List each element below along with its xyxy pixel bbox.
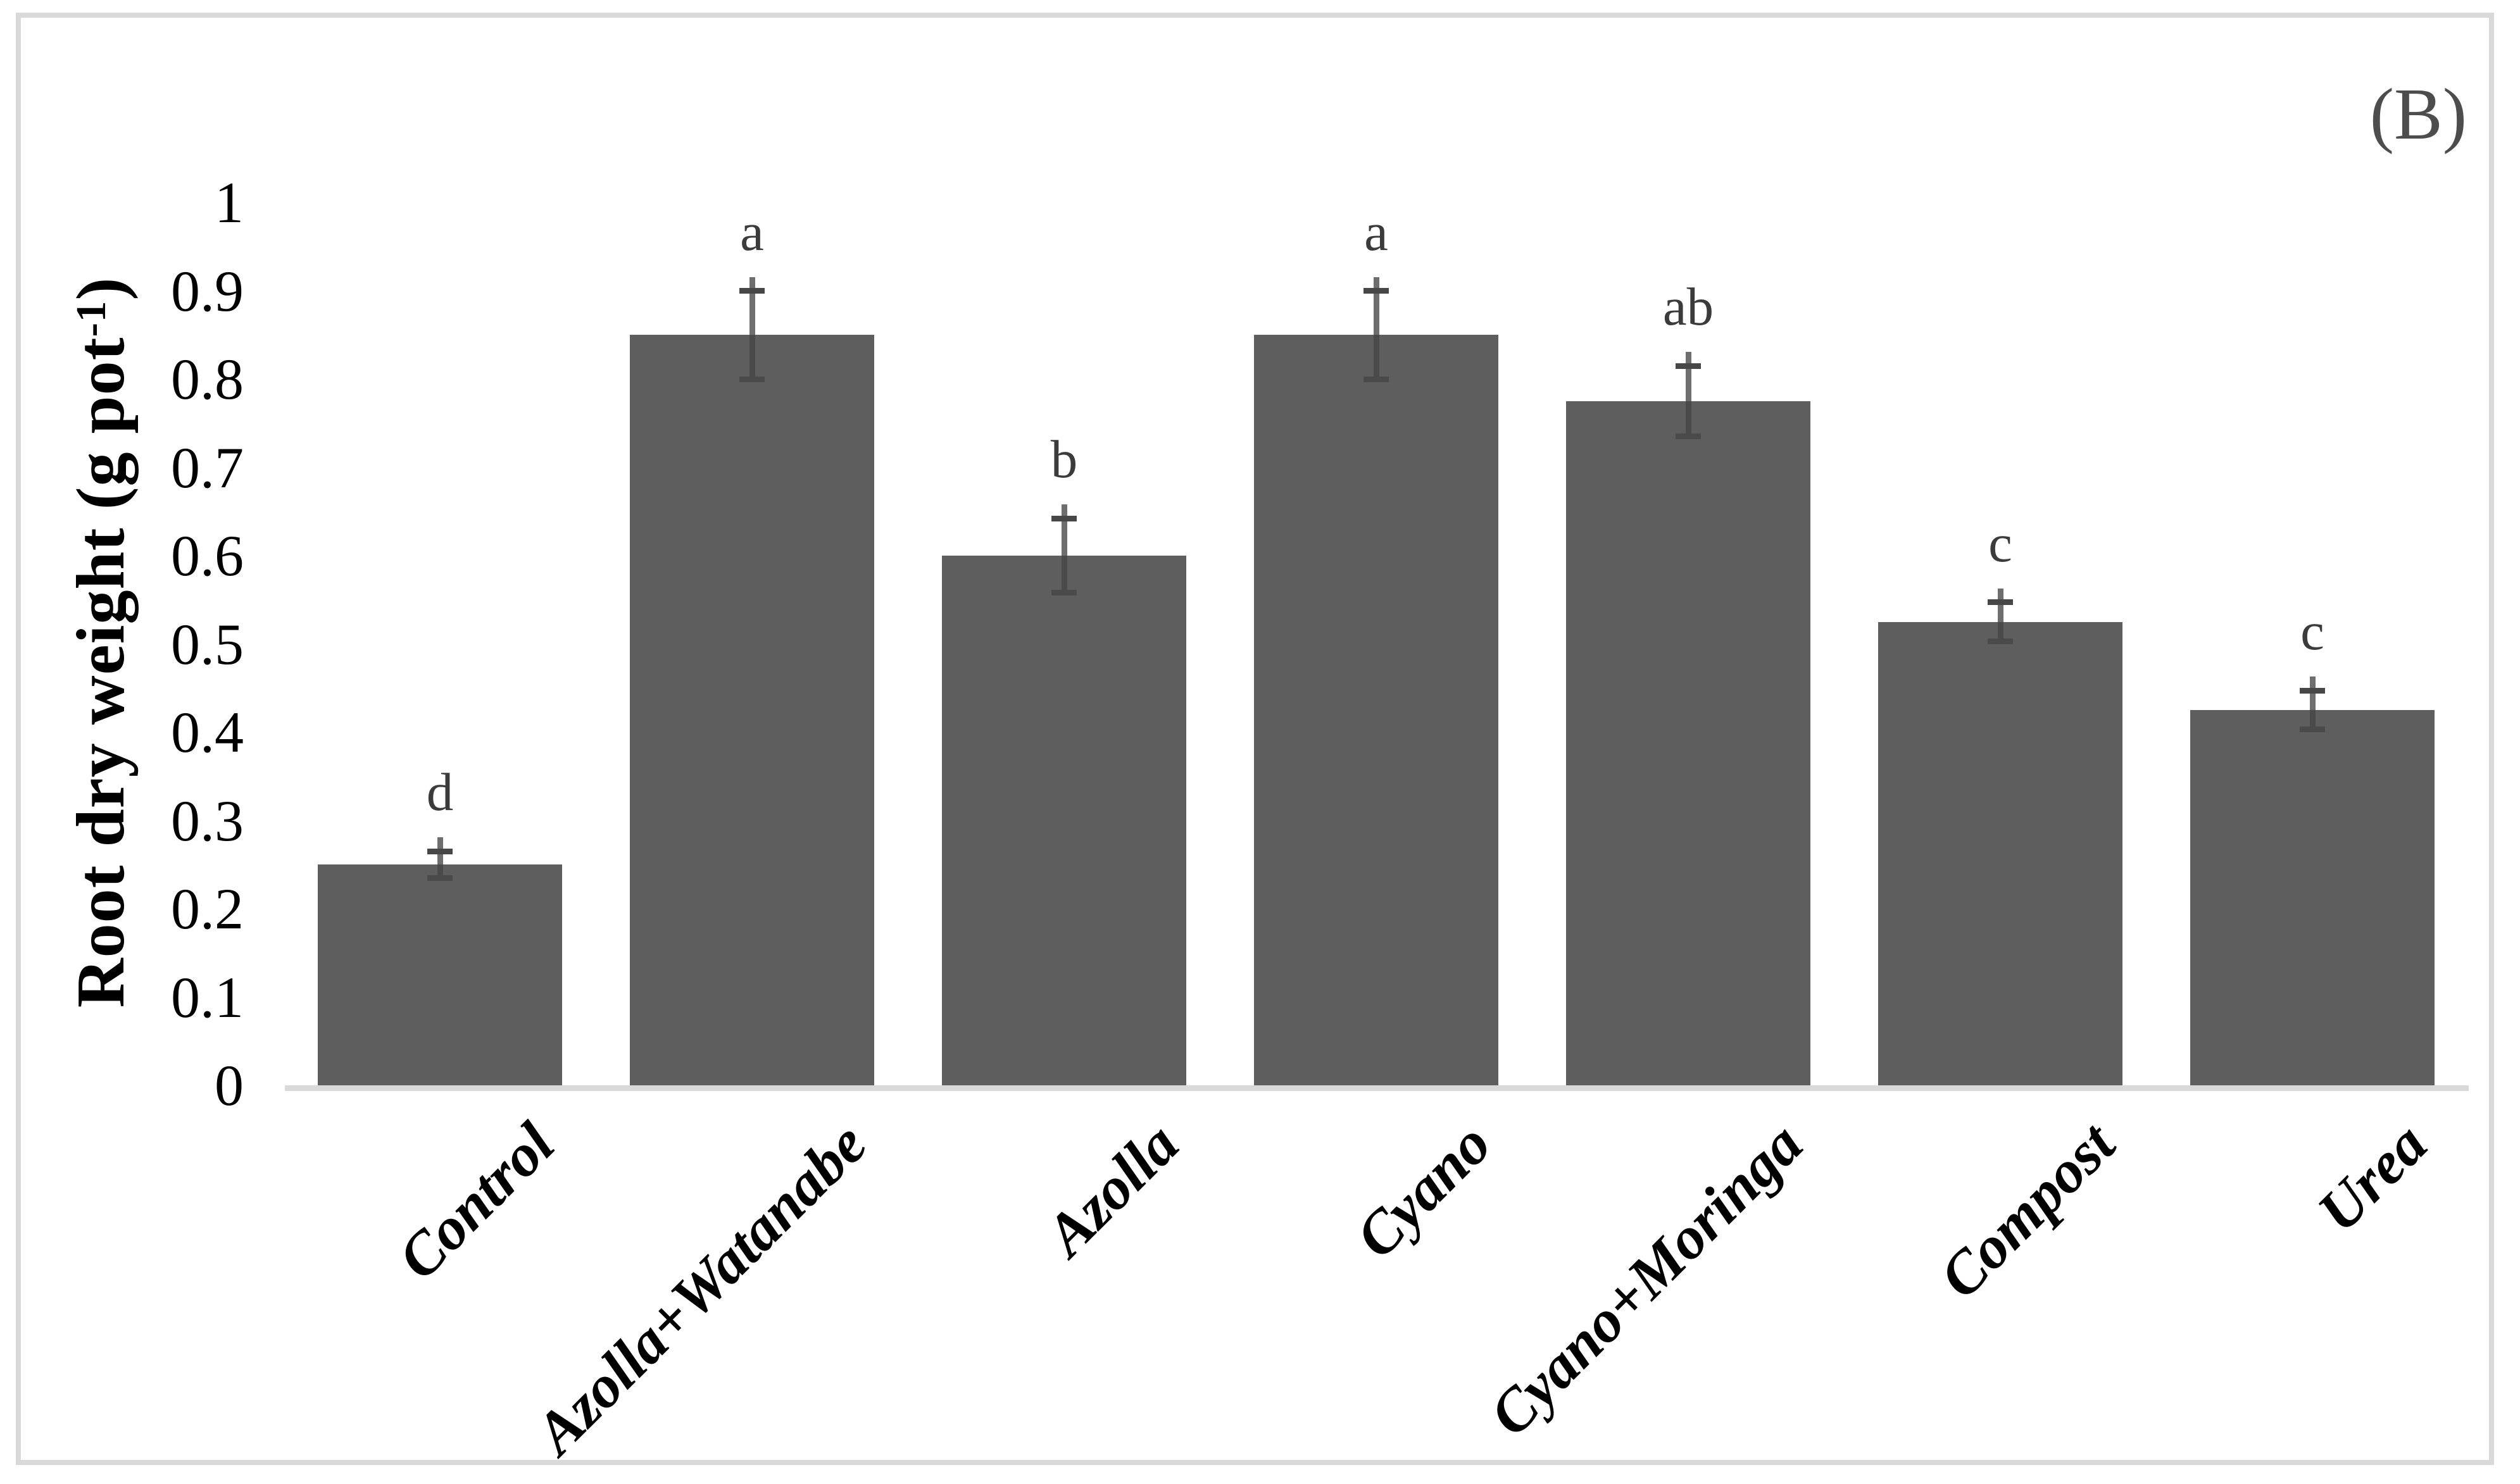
y-tick-label-0: 0: [215, 1053, 244, 1118]
error-bar-top-cap: [1363, 288, 1389, 294]
error-bar-whisker-lower: [1997, 621, 2003, 642]
error-bar-whisker: [1373, 277, 1379, 335]
y-tick-label-0.8: 0.8: [171, 347, 244, 411]
y-tick-label-0.9: 0.9: [171, 258, 244, 323]
error-bar-whisker: [1061, 504, 1067, 556]
error-bar-bottom-cap: [739, 376, 765, 382]
bar-cyano-moringa: [1566, 401, 1810, 1085]
figure-border: [16, 13, 2494, 1465]
error-bar-bottom-cap: [1676, 433, 1701, 440]
bar-azolla: [942, 556, 1186, 1085]
y-axis-title-text: Root dry weight (g pot: [63, 337, 139, 1008]
significance-letter-d: d: [426, 763, 454, 823]
y-axis-title: Root dry weight (g pot-1): [62, 277, 141, 1008]
y-tick-label-1: 1: [215, 170, 244, 235]
significance-letter-c: c: [1988, 513, 2012, 573]
significance-letter-b: b: [1050, 430, 1078, 490]
significance-letter-a: a: [1364, 202, 1388, 262]
x-axis-line: [285, 1085, 2469, 1091]
bar-azolla-watanabe: [630, 335, 874, 1085]
error-bar-whisker-lower: [2309, 710, 2316, 730]
error-bar-whisker-lower: [1373, 335, 1379, 379]
y-tick-label-0.1: 0.1: [171, 964, 244, 1030]
error-bar-whisker-lower: [1061, 556, 1067, 593]
y-tick-label-0.7: 0.7: [171, 435, 244, 500]
error-bar-bottom-cap: [1363, 376, 1389, 382]
error-bar-top-cap: [1988, 599, 2013, 606]
bar-compost: [1878, 621, 2122, 1085]
bar-cyano: [1254, 335, 1498, 1085]
error-bar-top-cap: [2300, 687, 2325, 694]
error-bar-bottom-cap: [1051, 590, 1077, 596]
y-tick-label-0.2: 0.2: [171, 876, 244, 941]
significance-letter-c: c: [2300, 602, 2324, 662]
y-tick-label-0.5: 0.5: [171, 611, 244, 677]
y-tick-label-0.6: 0.6: [171, 523, 244, 588]
bar-urea: [2190, 710, 2435, 1085]
error-bar-top-cap: [1051, 515, 1077, 521]
significance-letter-ab: ab: [1662, 277, 1714, 337]
error-bar-whisker-lower: [749, 335, 755, 379]
error-bar-whisker: [1685, 352, 1691, 401]
y-axis-title-close: ): [63, 277, 139, 301]
error-bar-top-cap: [427, 848, 453, 854]
error-bar-whisker: [749, 277, 755, 335]
y-axis-title-superscript: -1: [67, 300, 115, 337]
error-bar-top-cap: [739, 288, 765, 294]
y-tick-label-0.4: 0.4: [171, 700, 244, 764]
error-bar-bottom-cap: [427, 875, 453, 881]
significance-letter-a: a: [740, 202, 764, 262]
error-bar-bottom-cap: [2300, 726, 2325, 733]
y-tick-label-0.3: 0.3: [171, 788, 244, 853]
error-bar-whisker-lower: [437, 864, 443, 878]
panel-label: (B): [2369, 74, 2467, 154]
bar-control: [318, 864, 562, 1085]
error-bar-whisker-lower: [1685, 401, 1691, 437]
error-bar-bottom-cap: [1988, 638, 2013, 644]
error-bar-top-cap: [1676, 363, 1701, 369]
